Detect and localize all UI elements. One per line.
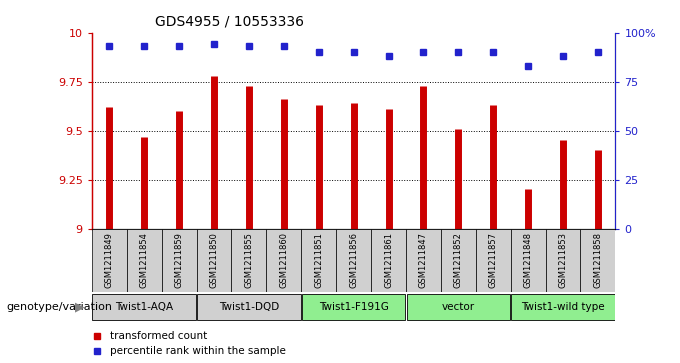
Text: Twist1-F191G: Twist1-F191G <box>319 302 388 312</box>
Bar <box>545 229 581 292</box>
Text: GDS4955 / 10553336: GDS4955 / 10553336 <box>154 15 304 29</box>
Bar <box>126 229 162 292</box>
Text: GSM1211850: GSM1211850 <box>209 232 218 288</box>
Text: percentile rank within the sample: percentile rank within the sample <box>110 346 286 356</box>
Bar <box>581 229 615 292</box>
Bar <box>301 229 336 292</box>
Text: transformed count: transformed count <box>110 331 207 341</box>
Bar <box>476 229 511 292</box>
Text: GSM1211852: GSM1211852 <box>454 232 463 288</box>
FancyBboxPatch shape <box>407 294 510 320</box>
Text: GSM1211860: GSM1211860 <box>279 232 288 288</box>
FancyBboxPatch shape <box>511 294 615 320</box>
Text: ▶: ▶ <box>75 300 85 313</box>
Bar <box>197 229 231 292</box>
FancyBboxPatch shape <box>302 294 405 320</box>
Bar <box>441 229 476 292</box>
Text: genotype/variation: genotype/variation <box>7 302 113 312</box>
Text: Twist1-wild type: Twist1-wild type <box>522 302 605 312</box>
Text: GSM1211856: GSM1211856 <box>349 232 358 288</box>
Text: GSM1211849: GSM1211849 <box>105 232 114 288</box>
Text: GSM1211847: GSM1211847 <box>419 232 428 288</box>
Bar <box>371 229 406 292</box>
Bar <box>231 229 267 292</box>
Bar <box>336 229 371 292</box>
Text: GSM1211853: GSM1211853 <box>558 232 568 288</box>
Text: GSM1211858: GSM1211858 <box>594 232 602 288</box>
Text: Twist1-DQD: Twist1-DQD <box>219 302 279 312</box>
Text: GSM1211848: GSM1211848 <box>524 232 532 288</box>
Text: GSM1211861: GSM1211861 <box>384 232 393 288</box>
FancyBboxPatch shape <box>92 294 196 320</box>
Text: Twist1-AQA: Twist1-AQA <box>115 302 173 312</box>
Bar <box>267 229 301 292</box>
Text: GSM1211855: GSM1211855 <box>244 232 254 288</box>
Bar <box>162 229 197 292</box>
Text: GSM1211859: GSM1211859 <box>175 232 184 288</box>
Bar <box>406 229 441 292</box>
Bar <box>92 229 126 292</box>
Text: GSM1211857: GSM1211857 <box>489 232 498 288</box>
FancyBboxPatch shape <box>197 294 301 320</box>
Text: GSM1211851: GSM1211851 <box>314 232 323 288</box>
Text: GSM1211854: GSM1211854 <box>139 232 149 288</box>
Text: vector: vector <box>442 302 475 312</box>
Bar <box>511 229 545 292</box>
